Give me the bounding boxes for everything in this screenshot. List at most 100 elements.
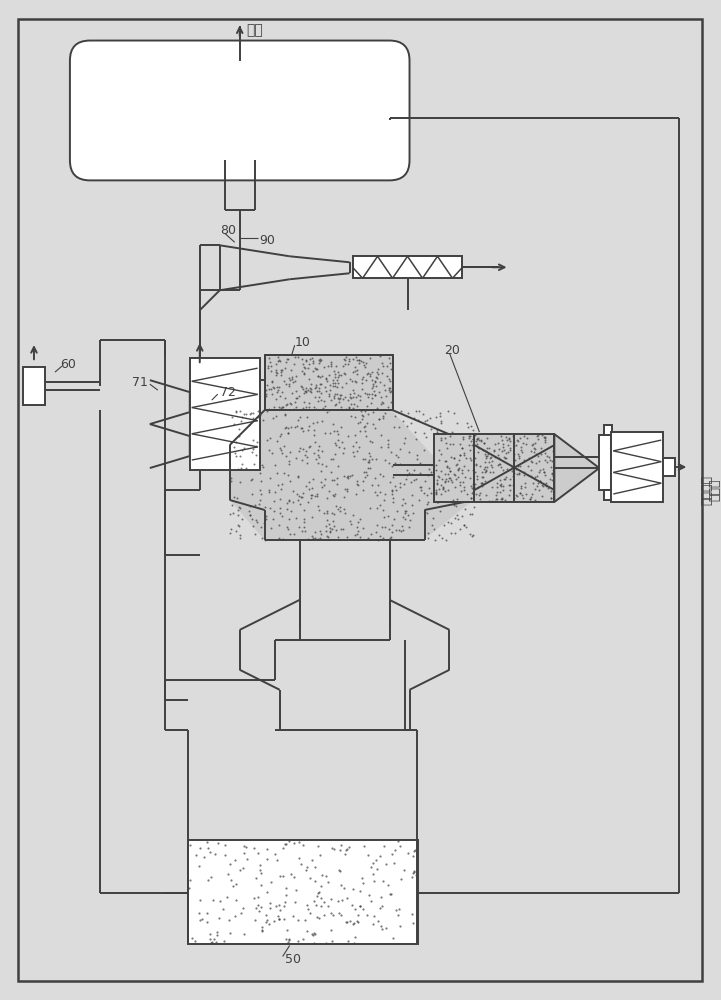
- Point: [275, 364, 287, 380]
- Point: [237, 900, 249, 916]
- Point: [267, 379, 279, 395]
- Point: [322, 358, 334, 374]
- Point: [211, 924, 222, 940]
- Point: [296, 489, 307, 505]
- Point: [397, 491, 409, 507]
- Point: [529, 435, 541, 451]
- Point: [301, 409, 313, 425]
- Point: [340, 349, 351, 365]
- Point: [279, 420, 291, 436]
- Point: [297, 400, 309, 416]
- Point: [451, 491, 463, 507]
- Point: [285, 444, 296, 460]
- Point: [316, 413, 327, 429]
- Point: [287, 483, 298, 499]
- Point: [336, 434, 348, 450]
- Point: [357, 451, 368, 467]
- Point: [456, 452, 468, 468]
- Point: [303, 439, 314, 455]
- Point: [312, 393, 324, 409]
- Point: [430, 485, 442, 501]
- Point: [263, 381, 275, 397]
- Point: [384, 530, 395, 546]
- Point: [442, 482, 454, 498]
- Point: [408, 864, 420, 880]
- Point: [343, 353, 355, 369]
- Point: [394, 441, 406, 457]
- Point: [268, 399, 280, 415]
- Point: [359, 385, 371, 401]
- Point: [301, 352, 312, 368]
- Point: [298, 511, 310, 527]
- Point: [472, 468, 483, 484]
- Point: [308, 935, 319, 951]
- Point: [479, 454, 490, 470]
- Point: [355, 423, 366, 439]
- Point: [273, 352, 285, 368]
- Point: [359, 403, 371, 419]
- Point: [349, 396, 360, 412]
- Point: [482, 459, 493, 475]
- Text: 重质焦油: 重质焦油: [701, 475, 714, 505]
- Point: [425, 464, 436, 480]
- Point: [248, 456, 260, 472]
- Point: [384, 384, 396, 400]
- Point: [265, 520, 276, 536]
- Point: [452, 462, 464, 478]
- Point: [430, 482, 441, 498]
- Point: [364, 500, 376, 516]
- Point: [347, 897, 358, 913]
- Point: [315, 474, 327, 490]
- Point: [233, 502, 244, 518]
- Point: [311, 451, 322, 467]
- Point: [256, 530, 267, 546]
- Point: [292, 412, 304, 428]
- Point: [443, 403, 454, 419]
- Point: [485, 449, 497, 465]
- Point: [443, 470, 455, 486]
- Point: [254, 492, 265, 508]
- Point: [348, 935, 360, 951]
- Point: [278, 373, 290, 389]
- Point: [467, 441, 479, 457]
- Point: [446, 424, 458, 440]
- Point: [446, 436, 458, 452]
- Point: [260, 508, 272, 524]
- Point: [447, 492, 459, 508]
- Point: [349, 448, 360, 464]
- Point: [283, 453, 294, 469]
- Point: [415, 482, 427, 498]
- Point: [424, 480, 435, 496]
- Point: [466, 452, 477, 468]
- Point: [528, 436, 539, 452]
- Point: [350, 389, 362, 405]
- Point: [535, 446, 547, 462]
- Point: [265, 430, 276, 446]
- Point: [252, 897, 264, 913]
- Point: [248, 890, 260, 906]
- Point: [389, 855, 400, 871]
- Point: [466, 486, 477, 502]
- Point: [351, 526, 363, 542]
- Point: [348, 400, 359, 416]
- Point: [350, 434, 362, 450]
- Point: [467, 469, 479, 485]
- Point: [347, 507, 358, 523]
- Bar: [604, 490, 612, 500]
- Point: [247, 441, 258, 457]
- Point: [547, 472, 558, 488]
- Point: [316, 898, 327, 914]
- Point: [345, 408, 356, 424]
- Point: [328, 488, 340, 504]
- Point: [530, 455, 541, 471]
- Point: [356, 375, 368, 391]
- Point: [458, 474, 469, 490]
- Point: [312, 442, 324, 458]
- Point: [294, 409, 306, 425]
- Point: [244, 498, 255, 514]
- Point: [276, 384, 288, 400]
- Point: [226, 409, 237, 425]
- Point: [251, 514, 262, 530]
- Point: [358, 520, 369, 536]
- Point: [442, 473, 454, 489]
